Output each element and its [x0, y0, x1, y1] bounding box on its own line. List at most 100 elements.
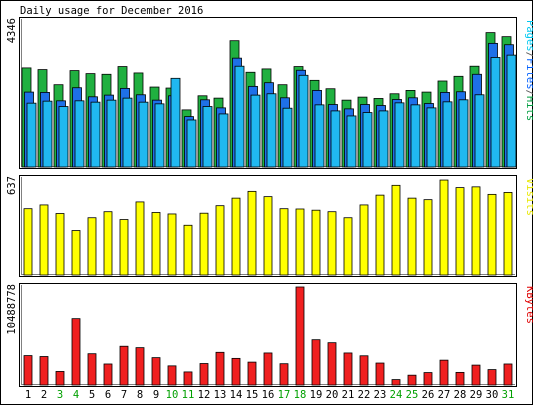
bar-kbytes-day-3	[55, 371, 65, 386]
bar-pages-day-22	[362, 112, 373, 168]
x-tick-label-5: 5	[89, 389, 95, 401]
bar-pages-day-30	[490, 57, 501, 168]
bar-kbytes-day-20	[327, 342, 337, 386]
bar-pages-day-24	[394, 102, 405, 168]
x-tick-label-9: 9	[153, 389, 159, 401]
x-tick-label-4: 4	[73, 389, 79, 401]
bar-pages-day-23	[378, 110, 389, 168]
bar-pages-day-8	[138, 101, 149, 168]
bar-visits-day-25	[407, 197, 417, 276]
bar-visits-day-31	[503, 192, 513, 276]
bar-pages-day-21	[346, 115, 357, 168]
bar-pages-day-5	[90, 101, 101, 168]
x-tick-label-25: 25	[406, 389, 419, 401]
bar-pages-day-6	[106, 99, 117, 168]
bar-kbytes-day-28	[455, 371, 465, 386]
bar-kbytes-day-18	[295, 286, 305, 386]
bar-pages-day-1	[26, 102, 37, 168]
bar-pages-day-16	[266, 93, 277, 168]
x-tick-label-15: 15	[246, 389, 259, 401]
bar-pages-day-28	[458, 99, 469, 168]
series-label-part-1: /	[524, 52, 533, 58]
bar-pages-day-4	[74, 100, 85, 168]
x-tick-label-3: 3	[57, 389, 63, 401]
bar-pages-day-29	[474, 94, 485, 168]
bar-kbytes-day-1	[23, 355, 33, 386]
panel-1-ymax-label: 637	[6, 176, 18, 195]
bar-visits-day-7	[119, 219, 129, 276]
bar-kbytes-day-27	[439, 359, 449, 386]
x-tick-label-21: 21	[342, 389, 355, 401]
x-tick-label-18: 18	[294, 389, 307, 401]
bar-visits-day-18	[295, 208, 305, 276]
x-tick-label-14: 14	[230, 389, 243, 401]
bar-kbytes-day-7	[119, 345, 129, 386]
x-tick-label-30: 30	[486, 389, 499, 401]
bar-pages-day-2	[42, 100, 53, 168]
bar-pages-day-9	[154, 103, 165, 168]
x-tick-label-26: 26	[422, 389, 435, 401]
bar-pages-day-31	[506, 54, 517, 168]
series-label-part-0: Pages	[524, 20, 533, 52]
bar-kbytes-day-22	[359, 355, 369, 386]
bar-pages-day-27	[442, 101, 453, 168]
bar-pages-day-20	[330, 110, 341, 168]
bar-visits-day-14	[231, 197, 241, 276]
bar-visits-day-29	[471, 186, 481, 276]
panel-2-series-label: KBytes	[524, 286, 533, 324]
x-tick-label-7: 7	[121, 389, 127, 401]
bar-visits-day-5	[87, 217, 97, 276]
bar-kbytes-day-4	[71, 318, 81, 386]
series-label-part-4: Hits	[524, 96, 533, 121]
bar-visits-day-16	[263, 196, 273, 276]
bar-visits-day-27	[439, 179, 449, 276]
series-label-part-2: Files	[524, 58, 533, 90]
bar-visits-day-3	[55, 213, 65, 276]
x-tick-label-1: 1	[25, 389, 31, 401]
bar-kbytes-day-29	[471, 364, 481, 386]
x-tick-label-19: 19	[310, 389, 323, 401]
bar-kbytes-day-24	[391, 379, 401, 386]
bar-visits-day-2	[39, 204, 49, 276]
x-tick-label-23: 23	[374, 389, 387, 401]
bar-kbytes-day-2	[39, 356, 49, 386]
bar-kbytes-day-16	[263, 352, 273, 386]
bar-kbytes-day-21	[343, 352, 353, 386]
series-label-part-3: /	[524, 90, 533, 96]
bar-visits-day-20	[327, 211, 337, 276]
bar-kbytes-day-23	[375, 362, 385, 386]
bar-kbytes-day-10	[167, 365, 177, 386]
x-tick-label-27: 27	[438, 389, 451, 401]
bar-visits-day-12	[199, 212, 209, 276]
bar-pages-day-19	[314, 104, 325, 168]
x-tick-label-16: 16	[262, 389, 275, 401]
panel-0-ymax-label: 4346	[6, 18, 18, 43]
x-tick-label-17: 17	[278, 389, 291, 401]
bar-visits-day-15	[247, 190, 257, 276]
bar-kbytes-day-9	[151, 357, 161, 386]
panel-2-ymax-label: 10488778	[6, 284, 18, 335]
bar-pages-day-12	[202, 106, 213, 168]
bar-visits-day-11	[183, 224, 193, 276]
bar-kbytes-day-17	[279, 363, 289, 386]
x-tick-label-29: 29	[470, 389, 483, 401]
bar-visits-day-1	[23, 208, 33, 276]
chart-title: Daily usage for December 2016	[20, 5, 203, 17]
x-tick-label-12: 12	[198, 389, 211, 401]
bar-visits-day-23	[375, 194, 385, 276]
bar-pages-day-13	[218, 113, 229, 168]
bar-kbytes-day-12	[199, 363, 209, 386]
bar-pages-day-17	[282, 107, 293, 168]
x-tick-label-11: 11	[182, 389, 195, 401]
bar-visits-day-26	[423, 199, 433, 276]
bar-kbytes-day-19	[311, 339, 321, 386]
bar-visits-day-6	[103, 211, 113, 276]
bar-pages-day-18	[298, 74, 309, 168]
bar-pages-day-14	[234, 65, 245, 168]
bar-visits-day-19	[311, 209, 321, 276]
bar-pages-day-3	[58, 106, 69, 168]
bar-kbytes-day-26	[423, 372, 433, 386]
bar-visits-day-22	[359, 204, 369, 276]
